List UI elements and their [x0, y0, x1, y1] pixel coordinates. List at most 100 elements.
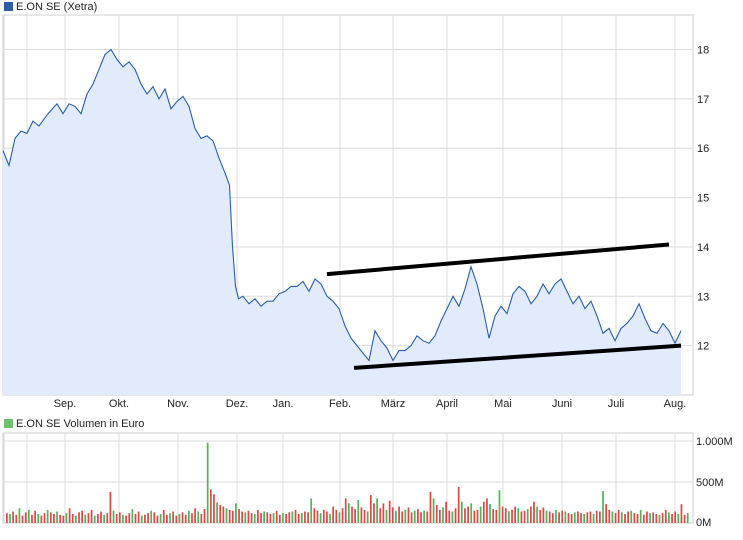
volume-bar — [674, 511, 677, 523]
volume-bar — [379, 508, 382, 523]
price-x-tick-label: Sep. — [54, 398, 77, 410]
volume-bar — [87, 513, 90, 523]
volume-bar — [125, 515, 127, 523]
volume-bar — [354, 509, 357, 523]
price-y-tick-label: 18 — [697, 45, 709, 57]
volume-bar — [184, 514, 187, 523]
volume-bar — [319, 513, 322, 523]
volume-bar — [539, 509, 542, 523]
volume-bar — [467, 506, 469, 523]
volume-bar — [46, 509, 49, 523]
volume-bar — [473, 510, 476, 523]
volume-bar — [464, 508, 466, 523]
volume-bar — [209, 489, 212, 523]
volume-bar — [627, 511, 629, 523]
volume-panel: E.ON SE Volumen in Euro 1.000M 500M 0M — [2, 418, 733, 529]
volume-bar — [514, 506, 517, 523]
volume-bar — [169, 513, 171, 523]
volume-bar — [401, 511, 404, 523]
volume-bar — [153, 512, 156, 523]
price-x-tick-labels: Sep. Okt. Nov. Dez. Jan. Feb. März April Mai Juni… — [54, 398, 687, 410]
volume-bar — [222, 506, 225, 523]
volume-bar — [316, 510, 319, 523]
price-x-tick-label: Aug. — [664, 398, 687, 410]
volume-bar — [492, 509, 495, 523]
volume-bar — [159, 513, 162, 523]
volume-bar — [81, 510, 84, 523]
volume-bar — [395, 510, 397, 523]
volume-bar — [589, 511, 592, 523]
volume-bar — [137, 511, 140, 523]
volume-bar — [326, 511, 328, 523]
volume-bar — [335, 509, 338, 523]
volume-bar — [636, 513, 639, 523]
volume-bar — [194, 508, 196, 523]
volume-y-tick-label: 1.000M — [696, 436, 733, 448]
volume-bar — [454, 508, 457, 523]
volume-bar — [197, 511, 200, 523]
volume-bar — [652, 512, 655, 523]
volume-bar — [300, 513, 303, 523]
volume-bar — [263, 511, 266, 523]
volume-bar — [134, 513, 137, 523]
price-legend-label: E.ON SE (Xetra) — [16, 1, 97, 13]
volume-bar — [417, 509, 419, 523]
volume-bar — [269, 513, 272, 523]
volume-bar — [244, 512, 247, 523]
volume-bar — [24, 512, 27, 523]
volume-bar — [219, 504, 222, 523]
volume-bar — [360, 507, 363, 523]
lower-trendline — [353, 343, 682, 370]
volume-bar — [404, 509, 407, 523]
volume-bar — [166, 514, 168, 523]
volume-bar — [658, 514, 661, 523]
volume-bar — [517, 508, 520, 523]
volume-bar — [548, 511, 551, 523]
volume-bar — [228, 509, 231, 523]
volume-bar — [664, 509, 667, 523]
volume-bar — [617, 509, 620, 523]
volume-bar — [508, 511, 510, 523]
volume-bar — [583, 513, 586, 523]
volume-bar — [630, 510, 633, 523]
volume-bar — [90, 509, 93, 523]
volume-bar — [567, 513, 570, 523]
volume-bar — [580, 513, 582, 523]
volume-bar — [275, 510, 278, 523]
volume-bar — [40, 515, 43, 523]
volume-bar — [304, 511, 306, 523]
volume-bar — [448, 510, 451, 523]
volume-bar — [282, 513, 284, 523]
volume-bar — [595, 510, 598, 523]
price-y-tick-label: 15 — [697, 193, 709, 205]
volume-bar — [53, 513, 55, 523]
trendlines — [326, 242, 682, 370]
volume-bar — [611, 511, 614, 523]
volume-bar — [147, 513, 149, 523]
volume-bar — [438, 509, 441, 523]
volume-bar — [457, 486, 460, 523]
volume-bar — [445, 501, 447, 523]
volume-bar — [103, 514, 105, 523]
volume-bar — [620, 512, 623, 523]
volume-bar — [131, 509, 134, 523]
volume-bar — [429, 491, 432, 523]
price-y-tick-label: 16 — [697, 143, 709, 155]
volume-bar — [373, 503, 375, 523]
volume-bar — [49, 512, 52, 523]
volume-bar — [322, 509, 325, 523]
volume-bar — [338, 512, 341, 523]
volume-bar — [12, 511, 15, 523]
volume-bar — [128, 513, 131, 523]
volume-bar — [216, 502, 218, 523]
volume-bar — [294, 509, 297, 523]
volume-bar — [21, 515, 24, 523]
volume-bar — [348, 503, 350, 523]
volume-bar — [112, 510, 115, 523]
price-x-tick-label: Mai — [494, 398, 512, 410]
volume-bar — [363, 509, 366, 523]
volume-bar — [162, 509, 165, 523]
price-y-tick-label: 14 — [697, 242, 709, 254]
volume-bar — [253, 513, 256, 523]
